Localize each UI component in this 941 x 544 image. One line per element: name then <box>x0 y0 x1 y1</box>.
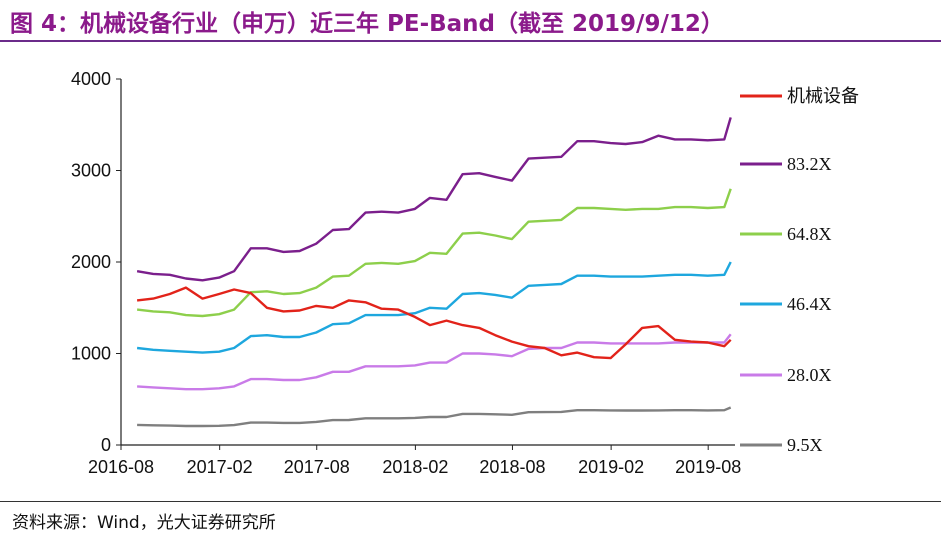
footer-divider <box>0 501 941 502</box>
series-line <box>136 117 732 282</box>
x-tick-label: 2017-02 <box>187 457 253 477</box>
x-tick-label: 2019-08 <box>675 457 741 477</box>
axes <box>120 79 735 446</box>
y-tick-label: 2000 <box>71 252 111 272</box>
legend-label: 83.2X <box>787 154 832 174</box>
series-line <box>137 333 732 391</box>
series-lines <box>136 117 732 428</box>
series-line <box>136 261 732 354</box>
chart-area: 0 1000 2000 3000 4000 2016-08 2017-02 2017-08 2… <box>0 44 941 494</box>
title-divider <box>0 40 941 42</box>
x-tick-label: 2017-08 <box>284 457 350 477</box>
legend: 机械设备 83.2X 64.8X 46.4X 28.0X 9.5X <box>740 86 859 455</box>
x-tick-label: 2018-08 <box>479 457 545 477</box>
y-axis-ticks: 0 1000 2000 3000 4000 <box>71 69 121 455</box>
legend-label: 64.8X <box>787 224 832 244</box>
series-line <box>137 406 732 428</box>
y-tick-label: 1000 <box>71 344 111 364</box>
source-note: 资料来源：Wind，光大证券研究所 <box>12 513 276 533</box>
legend-label: 9.5X <box>787 435 823 455</box>
x-tick-label: 2016-08 <box>88 457 154 477</box>
legend-label: 46.4X <box>787 294 832 314</box>
x-axis-ticks: 2016-08 2017-02 2017-08 2018-02 2018-08 2019-… <box>88 445 741 477</box>
y-tick-label: 4000 <box>71 69 111 89</box>
x-tick-label: 2019-02 <box>578 457 644 477</box>
legend-label: 机械设备 <box>787 86 859 107</box>
y-tick-label: 0 <box>101 435 111 455</box>
series-line <box>136 188 732 318</box>
x-tick-label: 2018-02 <box>382 457 448 477</box>
y-tick-label: 3000 <box>71 161 111 181</box>
title-bar: 图 4：机械设备行业（申万）近三年 PE-Band（截至 2019/9/12） <box>0 0 941 40</box>
series-line <box>136 286 732 360</box>
chart-title: 图 4：机械设备行业（申万）近三年 PE-Band（截至 2019/9/12） <box>10 11 724 37</box>
legend-label: 28.0X <box>787 365 832 385</box>
